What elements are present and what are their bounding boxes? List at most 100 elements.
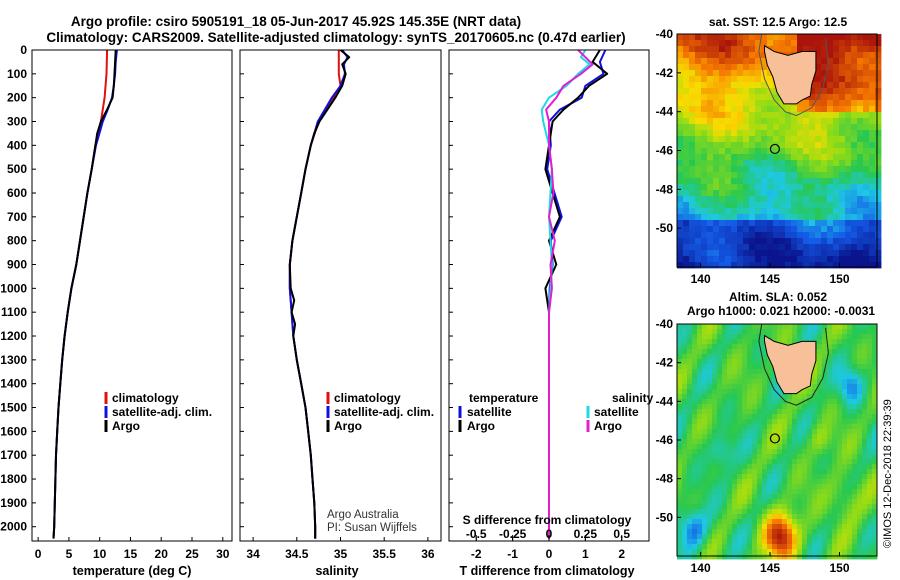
heatmap-cell [782,439,788,445]
heatmap-cell [872,454,878,460]
heatmap-cell [755,148,762,155]
heatmap-cell [803,172,810,179]
heatmap-cell [682,459,688,465]
heatmap-cell [742,394,748,400]
heatmap-cell [689,208,696,215]
heatmap-cell [762,394,768,400]
heatmap-cell [802,449,808,455]
heatmap-cell [863,148,870,155]
heatmap-cell [772,329,778,335]
heatmap-cell [692,534,698,540]
heatmap-cell [767,404,773,410]
heatmap-cell [773,244,780,251]
heatmap-cell [742,334,748,340]
heatmap-cell [845,196,852,203]
heatmap-cell [875,184,882,191]
heatmap-cell [717,469,723,475]
heatmap-cell [827,514,833,520]
heatmap-cell [702,349,708,355]
heatmap-cell [827,454,833,460]
heatmap-cell [692,339,698,345]
heatmap-cell [827,172,834,179]
heatmap-cell [869,250,876,257]
heatmap-cell [722,474,728,480]
heatmap-cell [727,529,733,535]
heatmap-cell [782,449,788,455]
heatmap-cell [767,359,773,365]
heatmap-cell [832,364,838,370]
heatmap-cell [862,329,868,335]
heatmap-cell [747,409,753,415]
heatmap-cell [731,238,738,245]
heatmap-cell [697,454,703,460]
heatmap-cell [827,414,833,420]
heatmap-cell [827,389,833,395]
heatmap-cell [767,409,773,415]
heatmap-cell [742,454,748,460]
heatmap-cell [792,514,798,520]
heatmap-cell [692,429,698,435]
heatmap-cell [807,544,813,550]
heatmap-cell [722,454,728,460]
heatmap-cell [869,112,876,119]
heatmap-cell [682,374,688,380]
heatmap-cell [785,40,792,47]
heatmap-cell [797,154,804,161]
heatmap-cell [787,464,793,470]
heatmap-cell [821,34,828,41]
heatmap-cell [802,399,808,405]
heatmap-cell [851,184,858,191]
heatmap-cell [872,509,878,515]
heatmap-cell [777,329,783,335]
heatmap-cell [747,489,753,495]
heatmap-cell [677,130,684,137]
heatmap-cell [827,196,834,203]
heatmap-cell [863,226,870,233]
heatmap-cell [677,549,683,555]
heatmap-cell [832,489,838,495]
heatmap-cell [682,479,688,485]
heatmap-cell [692,364,698,370]
heatmap-cell [845,160,852,167]
heatmap-cell [817,369,823,375]
heatmap-cell [712,479,718,485]
heatmap-cell [833,46,840,53]
depth-tick-label: 2000 [0,520,27,534]
heatmap-cell [772,434,778,440]
heatmap-cell [713,88,720,95]
heatmap-cell [872,434,878,440]
heatmap-cell [725,262,732,269]
heatmap-cell [869,160,876,167]
heatmap-cell [767,369,773,375]
heatmap-cell [773,136,780,143]
heatmap-cell [737,34,744,41]
heatmap-cell [687,484,693,490]
heatmap-cell [857,434,863,440]
heatmap-cell [682,419,688,425]
heatmap-cell [862,514,868,520]
heatmap-cell [695,202,702,209]
heatmap-cell [782,549,788,555]
heatmap-cell [725,88,732,95]
heatmap-cell [701,76,708,83]
heatmap-cell [683,64,690,71]
heatmap-cell [737,549,743,555]
heatmap-cell [782,334,788,340]
heatmap-cell [749,220,756,227]
heatmap-cell [809,202,816,209]
heatmap-cell [767,494,773,500]
heatmap-cell [851,190,858,197]
heatmap-cell [677,40,684,47]
heatmap-cell [803,124,810,131]
heatmap-cell [717,349,723,355]
heatmap-cell [815,202,822,209]
heatmap-cell [742,524,748,530]
heatmap-cell [872,389,878,395]
heatmap-cell [727,549,733,555]
heatmap-cell [837,374,843,380]
heatmap-cell [682,384,688,390]
heatmap-cell [761,106,768,113]
heatmap-cell [785,178,792,185]
heatmap-cell [752,464,758,470]
heatmap-cell [717,384,723,390]
